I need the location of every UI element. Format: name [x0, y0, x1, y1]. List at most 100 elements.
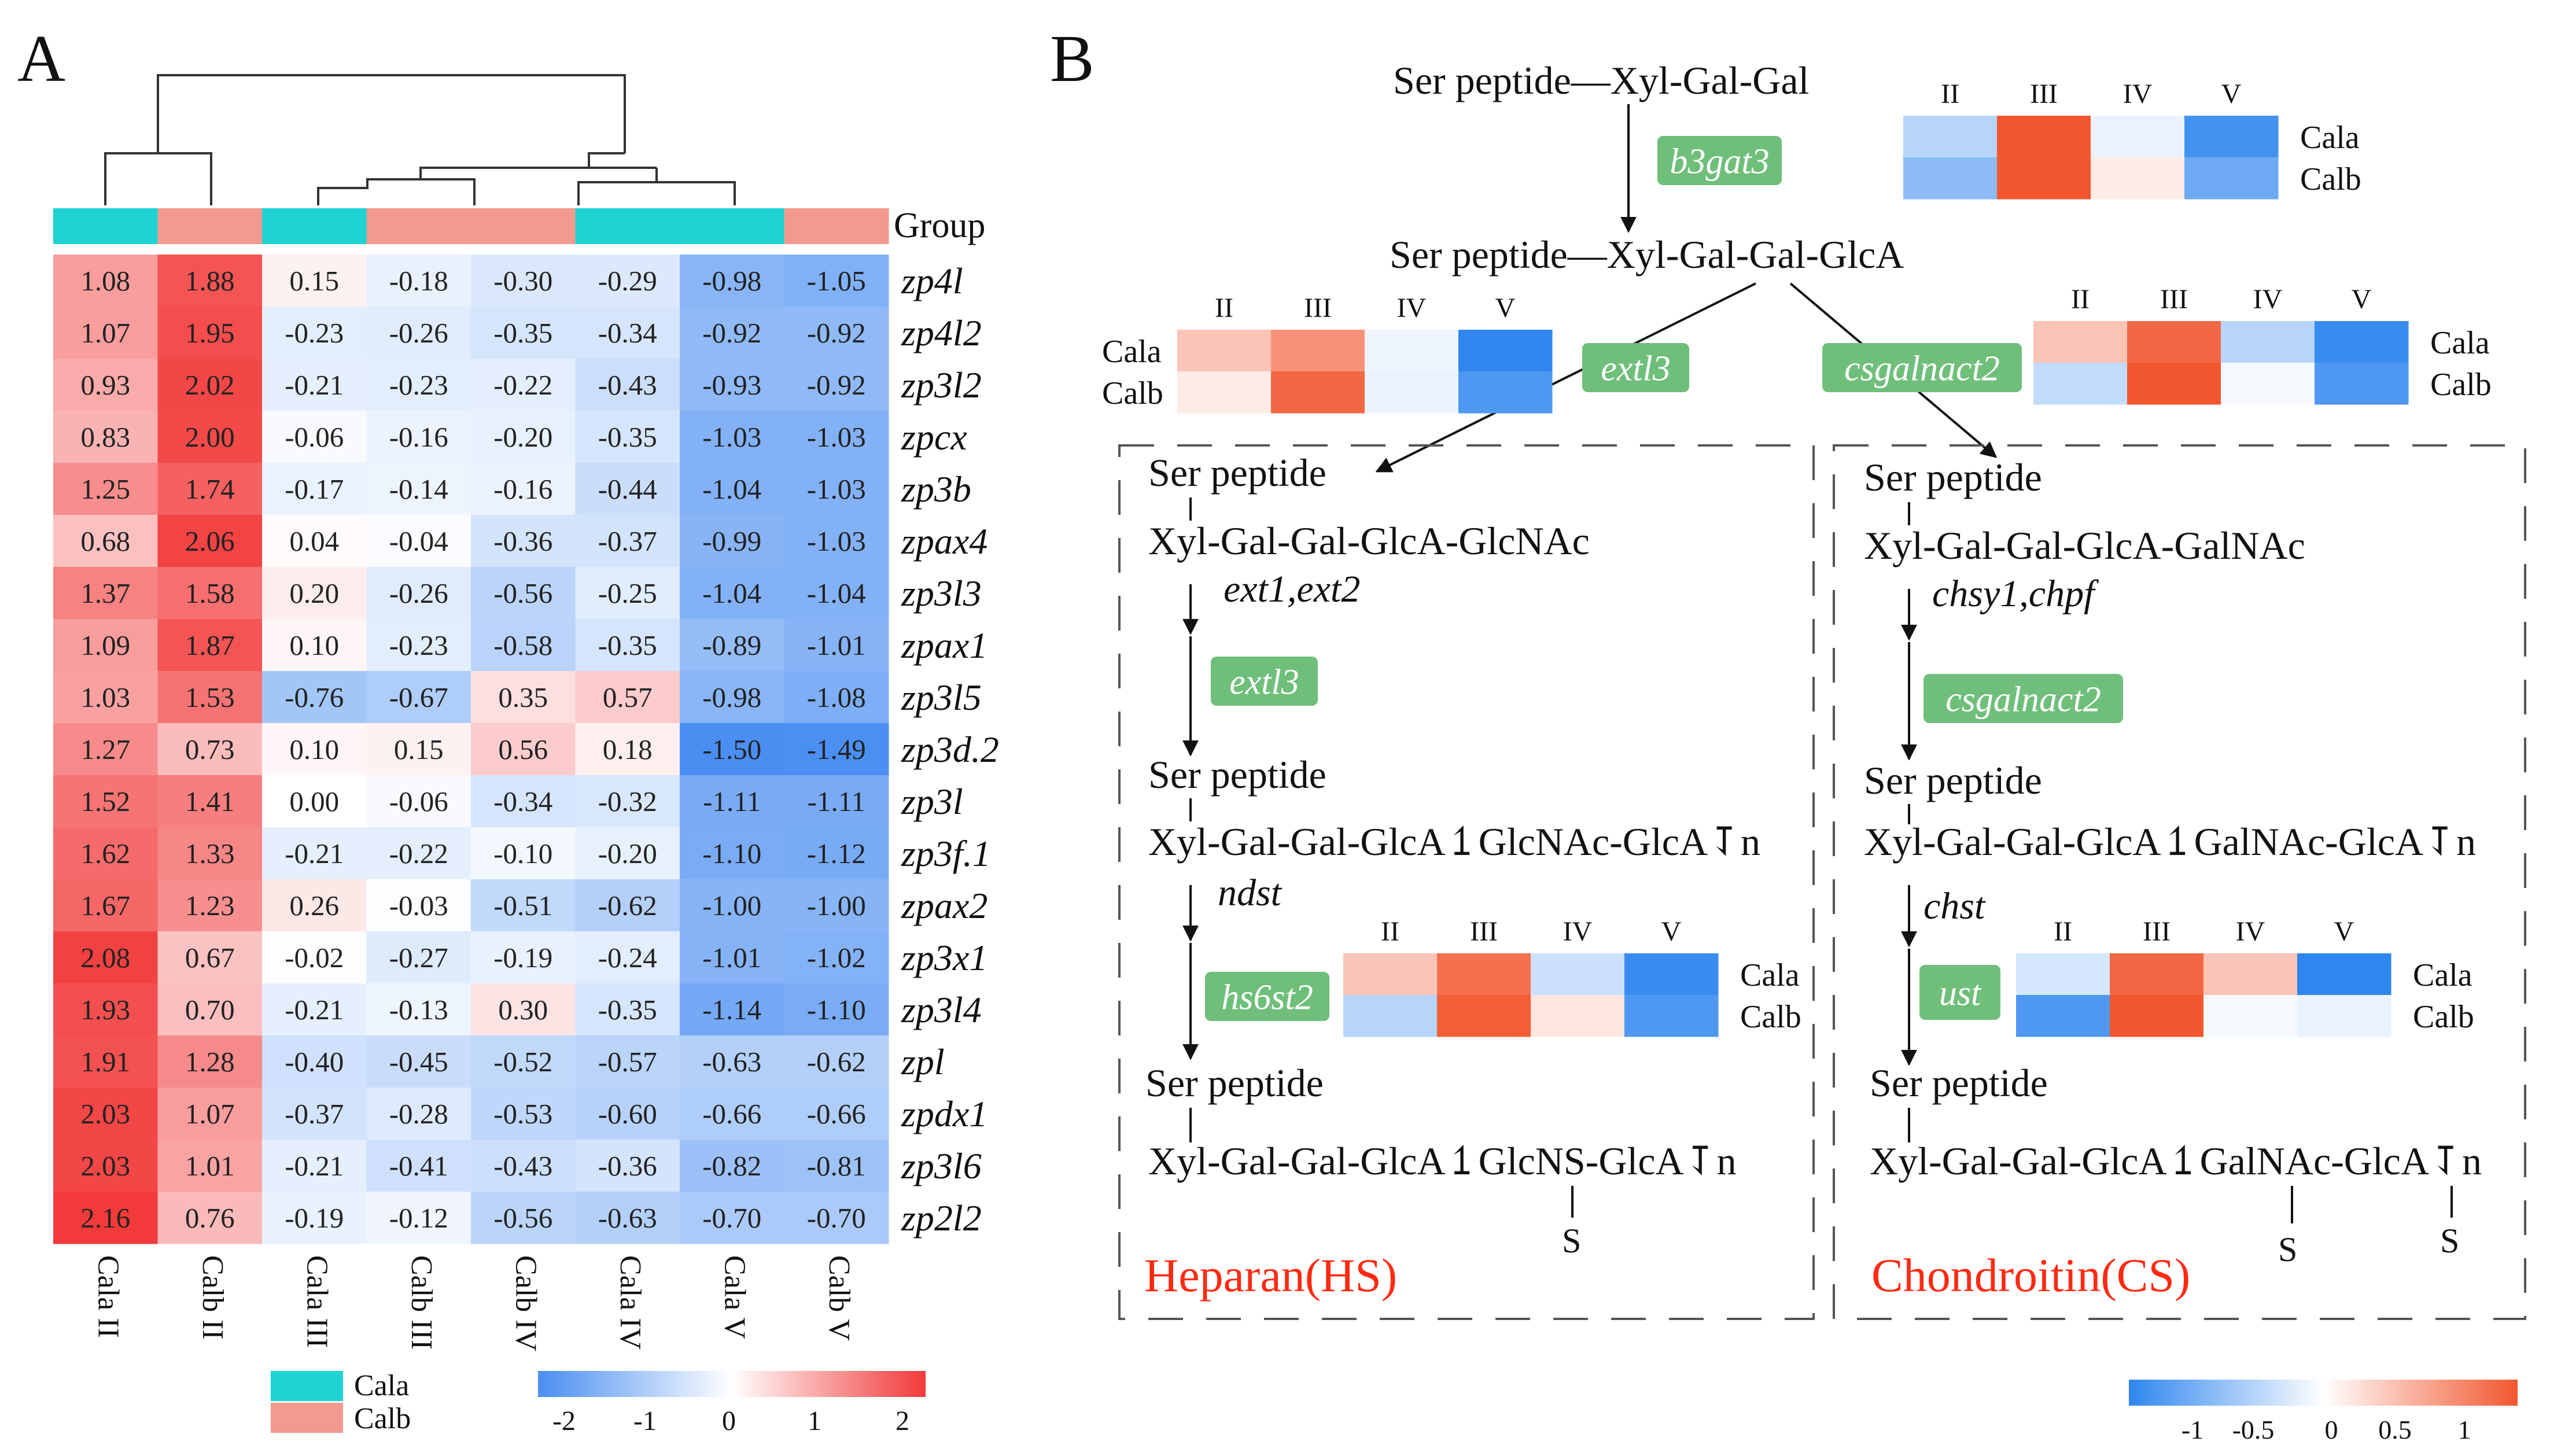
color-scale-b-bar: [2129, 1380, 2518, 1406]
heatmap-cell: [471, 567, 576, 620]
heatmap-cell-value: 1.01: [185, 1150, 235, 1182]
heatmap-cell-value: -0.19: [493, 942, 552, 974]
heatmap-cell-value: 1.08: [80, 265, 130, 297]
hs-ser-peptide-3: Ser peptide: [1145, 1061, 1324, 1105]
heatmap-cell: [471, 1035, 576, 1088]
cs-sulfate-1: S: [2278, 1230, 2297, 1269]
heatmap-cell-value: -1.01: [702, 942, 761, 974]
scale-b-tick: 0: [2325, 1415, 2338, 1444]
heatmap-cell: [575, 463, 680, 515]
heatmap-cell-value: -1.03: [702, 421, 761, 453]
heatmap-cell-value: -0.35: [598, 421, 657, 453]
heatmap-cell: [784, 723, 889, 776]
mini-heatmap-cell: [1903, 116, 1998, 158]
mini-heatmap-cell: [2110, 953, 2204, 996]
heatmap-cell: [53, 1140, 158, 1192]
heatmap-cell-value: -0.28: [389, 1098, 448, 1130]
heatmap-cell-value: 2.03: [80, 1098, 130, 1130]
heatmap-cell-value: -0.81: [807, 1150, 866, 1182]
heatmap-cell-value: 1.07: [80, 317, 130, 349]
heatmap-cell-value: 1.88: [185, 265, 235, 297]
heatmap-cell-value: 1.37: [80, 577, 130, 609]
cs-ser-peptide-2: Ser peptide: [1864, 758, 2042, 802]
column-label: Calb V: [823, 1255, 856, 1341]
mini-heatmap-cell: [2110, 995, 2204, 1037]
heatmap-cell-value: -1.11: [703, 786, 761, 817]
column-label: Cala III: [300, 1255, 333, 1348]
heatmap-cell: [784, 1192, 889, 1244]
mini-heatmap-cell: [2091, 157, 2185, 200]
csgalnact2-tag-label: csgalnact2: [1844, 349, 2000, 389]
heatmap-cell-value: -0.35: [493, 317, 552, 349]
heatmap-cell: [53, 463, 158, 515]
column-dendrogram: [104, 74, 736, 205]
heatmap-cell-value: 1.62: [80, 838, 130, 869]
heatmap-cell: [575, 1035, 680, 1088]
scale-b-tick: 0.5: [2378, 1415, 2412, 1444]
heatmap-cell: [366, 255, 471, 307]
mini-heatmap-cell: [2016, 995, 2110, 1037]
mini-heatmap-cell: [2033, 321, 2128, 363]
heatmap-cell: [575, 515, 680, 567]
heatmap-cell-value: -0.44: [598, 473, 657, 505]
gene-label: zp3l2: [901, 364, 982, 406]
group-bar-segment: [680, 208, 784, 244]
group-bar-segment: [366, 208, 471, 244]
mini-heatmap-cell: [1271, 330, 1365, 372]
heatmap-cell: [262, 359, 367, 411]
column-label: Cala IV: [614, 1255, 647, 1350]
scale-a-tick: -2: [552, 1406, 576, 1436]
mini-heatmap-cell: [1997, 116, 2091, 158]
heatmap-cell-value: -0.25: [598, 577, 657, 609]
heatmap-cell: [157, 359, 263, 411]
heatmap-cell: [157, 827, 263, 880]
heatmap-cell: [366, 827, 471, 880]
heatmap-cell-value: 0.10: [289, 733, 339, 765]
heatmap-cell: [53, 567, 158, 620]
mini-heatmap-cell: [2033, 363, 2128, 405]
heatmap-cell: [366, 931, 471, 984]
heatmap-cell-value: -1.03: [807, 473, 866, 505]
heatmap-cell-value: -0.20: [598, 838, 657, 869]
heatmap-cell: [784, 307, 889, 359]
heatmap-cell-value: 1.87: [185, 629, 235, 661]
heatmap-cell: [784, 931, 889, 984]
heatmap-cell-value: -0.60: [598, 1098, 657, 1130]
heatmap-cell-value: -0.29: [598, 265, 657, 297]
heatmap-cell: [784, 983, 889, 1036]
group-bar-segment: [53, 208, 158, 244]
heatmap-cell-value: -0.20: [493, 421, 552, 453]
scale-a-tick: 0: [722, 1406, 736, 1436]
heatmap-cell-value: -0.21: [285, 369, 344, 401]
b3gat3-tag-label: b3gat3: [1670, 142, 1769, 182]
mini-stage-label: II: [1941, 79, 1959, 109]
mini-stage-label: IV: [2123, 79, 2153, 109]
heatmap-cell-value: 1.74: [185, 473, 235, 505]
heatmap-cell: [680, 775, 784, 828]
heatmap-cell: [157, 983, 263, 1036]
heatmap-cell-value: -0.35: [598, 994, 657, 1026]
heatmap-cell-value: -0.58: [493, 629, 552, 661]
heatmap-cell-value: -0.26: [389, 317, 448, 349]
mini-stage-label: II: [1381, 916, 1399, 947]
heatmap-cell: [262, 1192, 367, 1244]
heatmap-cell: [157, 515, 263, 567]
heatmap-cell: [471, 1140, 576, 1192]
heatmap-cell: [575, 931, 680, 984]
gene-label: zp3l4: [901, 989, 982, 1030]
panel-label-a: A: [17, 22, 65, 95]
hs-genes-ndst: ndst: [1218, 872, 1283, 914]
heatmap-cell-value: -0.92: [807, 317, 866, 349]
gene-label: zpdx1: [901, 1093, 987, 1134]
mini-heatmap-cell: [1531, 953, 1625, 996]
heatmap-cell-value: -1.50: [702, 733, 761, 765]
heatmap-cell: [53, 411, 158, 463]
hs6st2-tag: [1205, 972, 1329, 1021]
gene-label: zp3l3: [901, 573, 982, 614]
heatmap-cell-value: -0.92: [702, 317, 761, 349]
heatmap-cell: [53, 1035, 158, 1088]
heatmap-cell: [53, 671, 158, 724]
heatmap-cell: [157, 255, 263, 307]
mini-heatmap-cell: [1343, 953, 1438, 996]
